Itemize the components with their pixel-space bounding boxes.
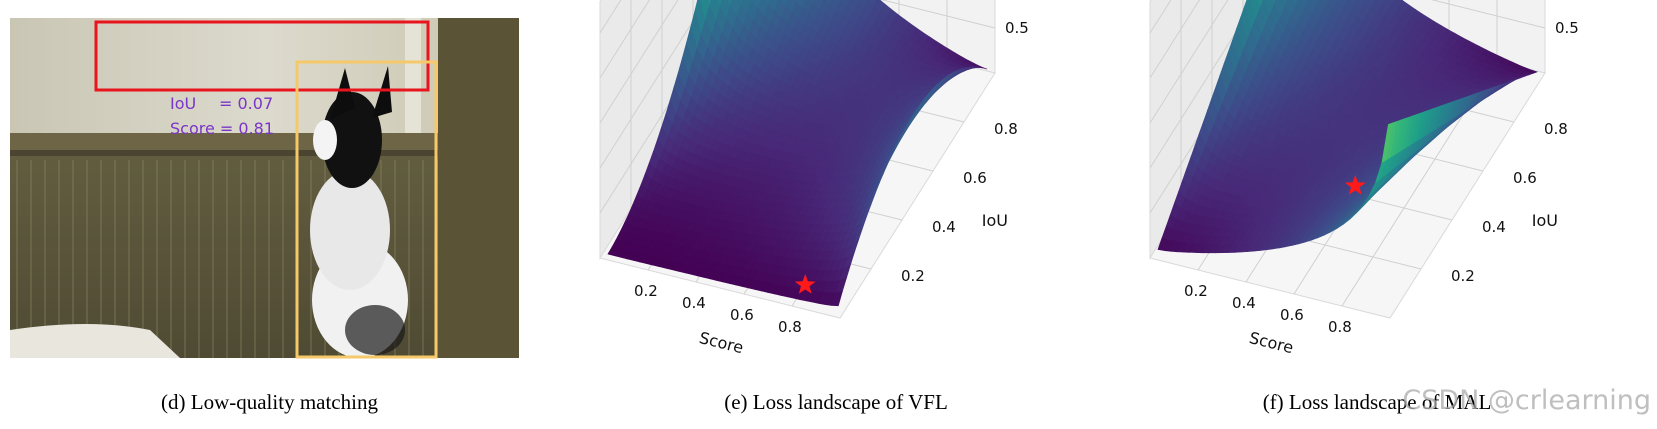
side-wall — [438, 18, 519, 358]
y-tick-label: 0.6 — [1513, 169, 1537, 187]
z-tick-label: 0.5 — [1555, 19, 1579, 37]
x-axis-label: Score — [697, 328, 745, 357]
surface-patch — [1381, 122, 1393, 164]
x-tick-label: 0.4 — [682, 294, 706, 312]
caption-f: (f) Loss landscape of MAL — [1262, 390, 1492, 414]
y-tick-label: 0.8 — [994, 120, 1018, 138]
x-tick-label: 0.2 — [1184, 282, 1208, 300]
red-bounding-box — [94, 20, 430, 92]
iou-label: IoU — [170, 94, 196, 113]
panel-mal-landscape: 0.2 0.4 0.6 0.8 Score 0.2 0.4 0.6 0.8 IoU 0.51.01.… — [1105, 0, 1657, 429]
marker-star — [794, 274, 816, 294]
x-tick-label: 0.8 — [1328, 318, 1352, 336]
x-tick-label: 0.4 — [1232, 294, 1256, 312]
caption-e: (e) Loss landscape of VFL — [724, 390, 948, 414]
grid-line — [599, 0, 679, 124]
x-tick-label: 0.6 — [730, 306, 754, 324]
grid-line — [1149, 0, 1229, 124]
y-tick-label: 0.2 — [1451, 267, 1475, 285]
bed — [10, 324, 180, 358]
sill-shadow — [10, 150, 450, 156]
y-tick-label: 0.8 — [1544, 120, 1568, 138]
score-text: Score = 0.81 — [170, 119, 274, 138]
y-tick-label: 0.4 — [1482, 218, 1506, 236]
surface-patch — [831, 290, 843, 307]
dog — [310, 66, 408, 358]
panel-low-quality-matching: IoU = 0.07 Score = 0.81 (d) Low-quality … — [0, 0, 555, 429]
caption-d: (d) Low-quality matching — [161, 390, 378, 414]
watermark: CSDN @crlearning — [1402, 385, 1651, 416]
grid-line — [599, 0, 707, 169]
grid-line — [1149, 0, 1257, 169]
x-tick-label: 0.6 — [1280, 306, 1304, 324]
z-tick-label: 0.5 — [1005, 19, 1029, 37]
x-tick-label: 0.8 — [778, 318, 802, 336]
y-axis-label: IoU — [1532, 211, 1558, 230]
surface — [1157, 0, 1539, 254]
y-tick-label: 0.4 — [932, 218, 956, 236]
iou-value: = 0.07 — [219, 94, 273, 113]
y-axis: 0.2 0.4 0.6 0.8 IoU — [1451, 120, 1568, 285]
surface — [607, 0, 988, 307]
y-axis-label: IoU — [982, 211, 1008, 230]
grid-line — [599, 0, 996, 214]
vfl-surface-chart: 0.2 0.4 0.6 0.8 Score 0.2 0.4 0.6 0.8 IoU 0.51.01.… — [599, 0, 1029, 357]
yellow-bounding-box — [295, 60, 438, 359]
mal-surface-chart: 0.2 0.4 0.6 0.8 Score 0.2 0.4 0.6 0.8 IoU 0.51.01.… — [1149, 0, 1579, 357]
x-tick-label: 0.2 — [634, 282, 658, 300]
y-tick-label: 0.6 — [963, 169, 987, 187]
panel-vfl-landscape: 0.2 0.4 0.6 0.8 Score 0.2 0.4 0.6 0.8 IoU 0.51.01.… — [555, 0, 1105, 429]
y-axis: 0.2 0.4 0.6 0.8 IoU — [901, 120, 1018, 285]
marker-star — [1344, 175, 1366, 195]
z-axis: 0.51.01.52.02.5Loss — [1005, 19, 1029, 37]
photo-illustration: IoU = 0.07 Score = 0.81 — [10, 18, 519, 359]
window-frame — [405, 18, 421, 140]
z-axis: 0.51.01.52.02.5Loss — [1555, 19, 1579, 37]
x-axis-label: Score — [1247, 328, 1295, 357]
y-tick-label: 0.2 — [901, 267, 925, 285]
